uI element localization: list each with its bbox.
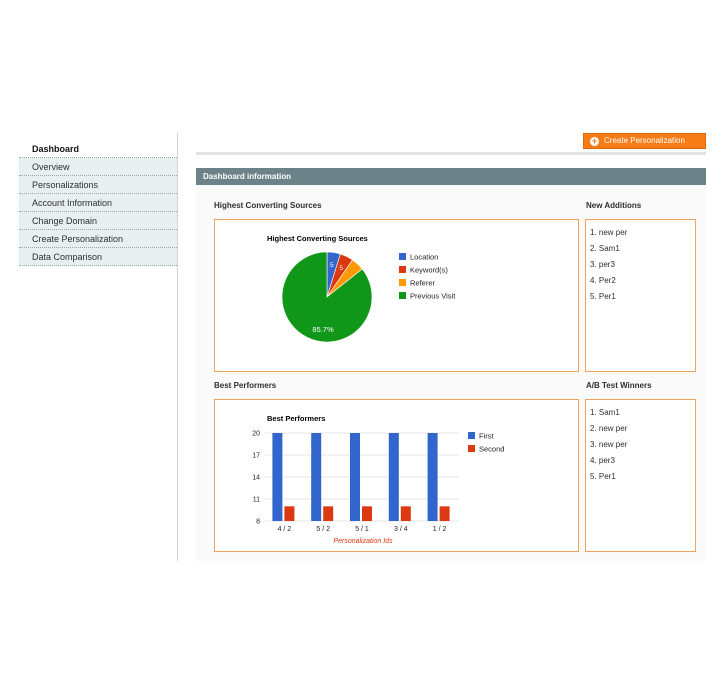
y-tick-label: 14 (252, 475, 260, 482)
bar-second (362, 506, 372, 521)
ab-winner-item: 4. per3 (590, 456, 615, 465)
legend-label: Location (410, 253, 438, 262)
sidebar-item-data-comparison[interactable]: Data Comparison (19, 248, 177, 266)
pie-slice-label: 85.7% (312, 325, 334, 334)
bar-chart-xlabel: Personalization Ids (333, 538, 393, 545)
y-tick-label: 11 (253, 497, 260, 504)
header-divider (196, 152, 706, 155)
legend-swatch (399, 253, 406, 260)
new-addition-item: 2. Sam1 (590, 244, 620, 253)
sidebar-item-account-information[interactable]: Account Information (19, 194, 177, 212)
legend-label: Referer (410, 279, 436, 288)
bar-chart-grid: 20 17 14 11 8 (252, 431, 459, 526)
bar-chart-svg: Best Performers 20 17 14 11 8 4 / 2 5 / 2 5 / … (235, 405, 507, 548)
pie-chart-title: Highest Converting Sources (267, 234, 368, 243)
bar-chart-bars: 4 / 2 5 / 2 5 / 1 3 / 4 1 / 2 (272, 433, 450, 533)
ab-winners-box: 1. Sam1 2. new per 3. new per 4. per3 5. Per… (585, 399, 696, 552)
x-tick-label: 5 / 1 (355, 526, 369, 533)
ab-winners-section-title: A/B Test Winners (586, 381, 652, 390)
bar-chart-legend: First Second (468, 432, 504, 454)
pie-legend: Location Keyword(s) Referer Previous Visit (399, 253, 456, 301)
bar-first (311, 433, 322, 521)
legend-label: Second (479, 445, 504, 454)
legend-label: Previous Visit (410, 292, 456, 301)
bar-second (400, 506, 411, 521)
bar-first (350, 433, 360, 521)
sidebar-item-overview[interactable]: Overview (19, 158, 177, 176)
create-personalization-button-label: Create Personalization (604, 136, 685, 145)
ab-winner-item: 3. new per (590, 440, 628, 449)
bar-first (272, 433, 283, 521)
create-personalization-button[interactable]: + Create Personalization (583, 133, 706, 149)
ab-winner-item: 5. Per1 (590, 472, 616, 481)
sources-chart-box: Highest Converting Sources 5 5 85.7% Locat… (214, 219, 579, 372)
panel-header: Dashboard information (196, 168, 706, 185)
bar-second (323, 506, 334, 521)
legend-swatch (468, 445, 475, 452)
new-additions-section-title: New Additions (586, 201, 642, 210)
new-additions-box: 1. new per 2. Sam1 3. per3 4. Per2 5. Per1 (585, 219, 696, 372)
new-addition-item: 5. Per1 (590, 292, 616, 301)
best-performers-chart-box: Best Performers 20 17 14 11 8 4 / 2 5 / 2 5 / … (214, 399, 579, 552)
y-tick-label: 20 (252, 431, 260, 438)
sidebar-item-change-domain[interactable]: Change Domain (19, 212, 177, 230)
legend-swatch (399, 266, 406, 273)
pie-chart-svg: Highest Converting Sources 5 5 85.7% Locat… (255, 225, 507, 368)
ab-winner-item: 1. Sam1 (590, 408, 620, 417)
pie-slice-label: 5 (339, 265, 343, 272)
legend-swatch (468, 432, 475, 439)
bar-second (284, 506, 295, 521)
x-tick-label: 1 / 2 (433, 526, 447, 533)
best-performers-section-title: Best Performers (214, 381, 277, 390)
pie-slices: 5 5 85.7% (281, 251, 373, 343)
pie-slice-label: 5 (330, 262, 334, 269)
sidebar-item-dashboard[interactable]: Dashboard (19, 140, 177, 158)
bar-chart-title: Best Performers (267, 414, 325, 423)
legend-label: First (479, 432, 494, 441)
bar-first (427, 433, 438, 521)
legend-swatch (399, 292, 406, 299)
y-tick-label: 8 (256, 519, 260, 526)
panel-title: Dashboard information (203, 172, 292, 181)
bar-first (388, 433, 399, 521)
ab-winner-item: 2. new per (590, 424, 628, 433)
sidebar: Dashboard Overview Personalizations Acco… (19, 133, 178, 561)
x-tick-label: 5 / 2 (316, 526, 330, 533)
pie-slice-previous-visit (281, 251, 373, 343)
new-addition-item: 1. new per (590, 228, 628, 237)
sources-section-title: Highest Converting Sources (214, 201, 322, 210)
sidebar-item-personalizations[interactable]: Personalizations (19, 176, 177, 194)
legend-label: Keyword(s) (410, 266, 448, 275)
y-tick-label: 17 (252, 453, 260, 460)
new-addition-item: 3. per3 (590, 260, 615, 269)
bar-second (439, 506, 450, 521)
legend-swatch (399, 279, 406, 286)
sidebar-item-create-personalization[interactable]: Create Personalization (19, 230, 177, 248)
plus-circle-icon: + (590, 136, 599, 146)
new-addition-item: 4. Per2 (590, 276, 616, 285)
x-tick-label: 4 / 2 (278, 526, 292, 533)
x-tick-label: 3 / 4 (394, 526, 408, 533)
